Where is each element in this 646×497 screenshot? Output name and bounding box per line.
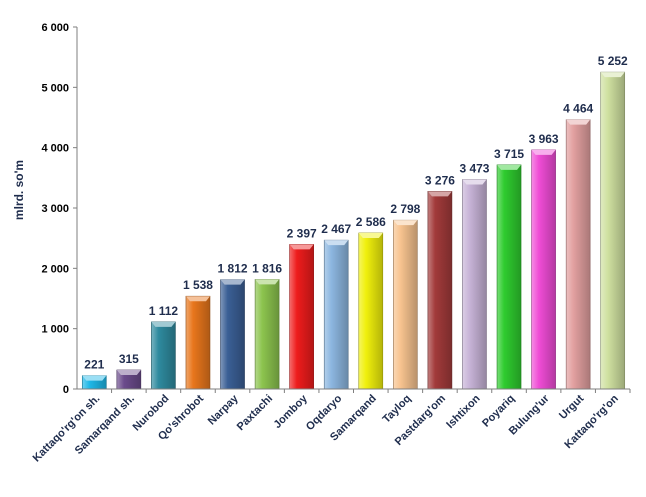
bar-cap — [600, 72, 625, 78]
bar-cap — [462, 179, 487, 185]
bar-8 — [358, 232, 384, 390]
y-tick-label: 1 000 — [41, 324, 69, 336]
y-tick-label: 0 — [63, 384, 69, 396]
x-tick-label: Ishtixon — [444, 392, 483, 431]
data-labels: 221 315 1 112 1 538 1 812 1 816 2 397 2 467 2 58… — [84, 54, 628, 372]
bar-cap — [116, 369, 141, 375]
bar-3 — [185, 295, 211, 390]
x-tick-label: Samarqand sh. — [73, 393, 137, 457]
bar-1 — [116, 369, 142, 390]
bar-body — [462, 179, 487, 390]
bars — [81, 71, 626, 390]
bar-body — [393, 219, 418, 390]
data-label: 3 276 — [425, 173, 455, 187]
bar-body — [531, 149, 556, 390]
y-tick-label: 5 000 — [41, 82, 69, 94]
bar-13 — [531, 149, 556, 390]
bar-cap — [151, 321, 176, 327]
bar-body — [151, 321, 176, 390]
data-label: 1 538 — [183, 278, 213, 292]
bar-body — [289, 244, 314, 390]
bar-2 — [151, 321, 176, 390]
y-tick-label: 2 000 — [41, 263, 69, 275]
y-axis: 0 1 000 2 000 3 000 4 000 5 000 6 000 — [41, 22, 78, 396]
data-label: 221 — [84, 358, 104, 372]
bar-7 — [323, 239, 349, 390]
data-label: 1 816 — [252, 261, 282, 275]
bar-14 — [565, 119, 591, 390]
data-label: 2 397 — [287, 226, 317, 240]
data-label: 1 812 — [218, 262, 248, 276]
bar-cap — [324, 240, 349, 246]
bar-body — [358, 232, 384, 390]
data-label: 2 798 — [390, 202, 420, 216]
bar-body — [323, 239, 349, 390]
data-label: 2 586 — [356, 215, 386, 229]
data-label: 315 — [119, 352, 139, 366]
bar-body — [254, 279, 280, 390]
x-axis: Kattaqo'rg'on sh.Samarqand sh.NurobodQo'… — [31, 388, 631, 464]
bar-cap — [185, 296, 210, 302]
data-label: 3 473 — [459, 161, 489, 175]
bar-cap — [220, 279, 245, 285]
data-label: 3 715 — [494, 147, 524, 161]
bar-cap — [497, 164, 522, 170]
bar-body — [185, 295, 211, 390]
data-label: 4 464 — [563, 102, 593, 116]
data-label: 2 467 — [321, 222, 351, 236]
bar-0 — [81, 375, 107, 390]
data-label: 5 252 — [598, 54, 628, 68]
bar-body — [496, 164, 522, 390]
x-tick-label: Tayloq — [380, 393, 413, 426]
bar-11 — [462, 179, 487, 390]
x-tick-label: Paxtachi — [235, 393, 275, 433]
bar-cap — [531, 149, 556, 155]
bar-cap — [82, 375, 107, 381]
bar-body — [600, 71, 626, 390]
bar-body — [565, 119, 591, 390]
bar-10 — [427, 191, 453, 390]
bar-5 — [254, 279, 280, 390]
bar-9 — [393, 219, 418, 390]
bar-cap — [358, 232, 383, 238]
bar-6 — [289, 244, 314, 390]
data-label: 3 963 — [529, 132, 559, 146]
bar-4 — [220, 279, 245, 390]
x-tick-label: Urgut — [557, 392, 586, 421]
y-tick-label: 4 000 — [41, 143, 69, 155]
bar-cap — [393, 220, 418, 226]
bar-body — [220, 279, 245, 390]
y-tick-label: 6 000 — [41, 22, 69, 34]
data-label: 1 112 — [149, 304, 179, 318]
y-axis-label: mlrd. so'm — [12, 160, 26, 220]
y-tick-label: 3 000 — [41, 203, 69, 215]
bar-cap — [255, 279, 280, 285]
bar-15 — [600, 71, 626, 390]
bar-cap — [427, 191, 452, 197]
bar-body — [427, 191, 453, 390]
bar-cap — [566, 119, 591, 125]
bar-cap — [289, 244, 314, 250]
bar-12 — [496, 164, 522, 390]
